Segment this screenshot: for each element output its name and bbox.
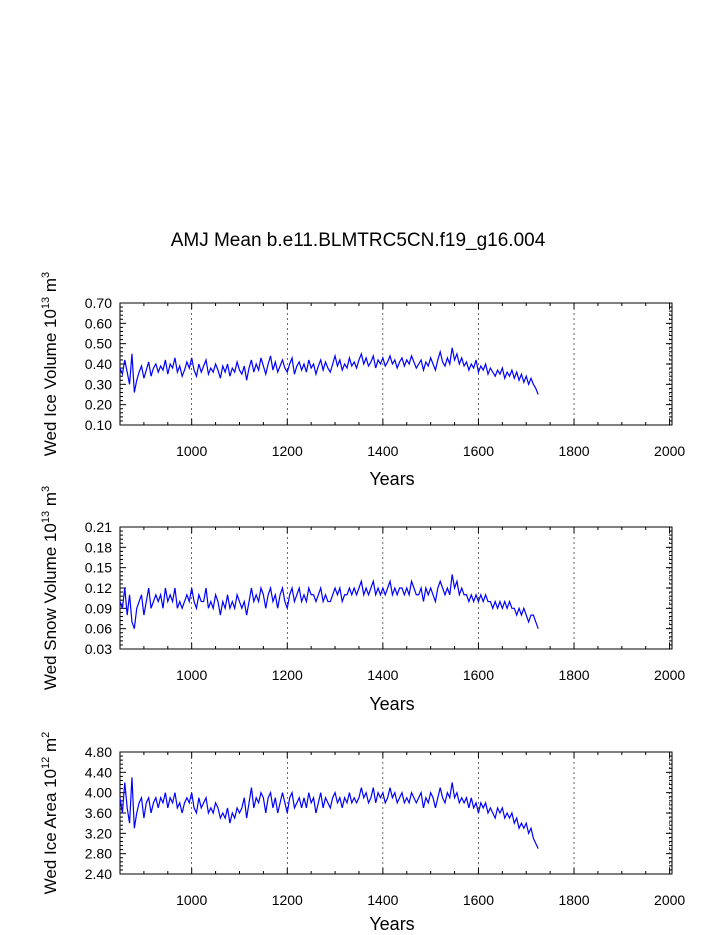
x-tick-label: 1000	[176, 667, 207, 683]
x-tick-label: 1400	[367, 443, 398, 459]
axis-ticks	[119, 526, 672, 650]
x-tick-label: 2000	[654, 892, 685, 908]
y-tick-label: 3.60	[85, 805, 112, 821]
y-axis-label-exponent: 13	[40, 511, 52, 523]
y-tick-label: 4.00	[85, 785, 112, 801]
x-tick-label: 1000	[176, 443, 207, 459]
y-tick-label: 4.80	[85, 744, 112, 760]
y-tick-label: 2.40	[85, 866, 112, 882]
y-axis-label-base: Wed Snow Volume 10	[41, 523, 60, 690]
y-tick-label: 0.12	[85, 580, 112, 596]
panel-ice-area: 2.40 2.80 3.20 3.60 4.00 4.40 4.80 1000 1200 140…	[40, 732, 685, 934]
y-tick-label: 0.18	[85, 539, 112, 555]
x-tick-label: 1400	[367, 892, 398, 908]
x-tick-label: 1600	[463, 892, 494, 908]
x-tick-labels: 1000 1200 1400 1600 1800 2000	[176, 443, 685, 459]
x-tick-label: 1200	[272, 892, 303, 908]
y-tick-label: 0.30	[85, 376, 112, 392]
y-tick-label: 0.40	[85, 356, 112, 372]
snow-volume-series-line	[119, 574, 539, 629]
y-tick-labels: 2.40 2.80 3.20 3.60 4.00 4.40 4.80	[85, 744, 112, 882]
x-tick-label: 1800	[558, 667, 589, 683]
grid-lines	[191, 752, 670, 874]
x-axis-label: Years	[369, 914, 414, 934]
x-tick-label: 1800	[558, 892, 589, 908]
x-tick-label: 2000	[654, 667, 685, 683]
plot-frame	[119, 751, 673, 875]
y-tick-label: 0.20	[85, 397, 112, 413]
y-tick-label: 3.20	[85, 825, 112, 841]
x-tick-label: 1800	[558, 443, 589, 459]
x-tick-labels: 1000 1200 1400 1600 1800 2000	[176, 667, 685, 683]
y-axis-label: Wed Ice Volume 1013 m3	[40, 272, 60, 456]
y-tick-labels: 0.10 0.20 0.30 0.40 0.50 0.60 0.70	[85, 295, 112, 433]
y-tick-label: 0.10	[85, 417, 112, 433]
y-axis-label: Wed Snow Volume 1013 m3	[40, 486, 60, 690]
y-tick-label: 0.03	[85, 641, 112, 657]
x-axis-label: Years	[369, 694, 414, 714]
x-tick-label: 1200	[272, 667, 303, 683]
y-axis-label-exponent: 13	[40, 297, 52, 309]
x-tick-label: 1000	[176, 892, 207, 908]
plot-frame	[119, 526, 673, 650]
y-axis-label-unit: m	[41, 738, 60, 757]
y-axis-label-unit-exponent: 3	[40, 272, 52, 278]
y-axis-label: Wed Ice Area 1012 m2	[40, 732, 60, 895]
y-tick-labels: 0.03 0.06 0.09 0.12 0.15 0.18 0.21	[85, 519, 112, 657]
y-tick-label: 0.15	[85, 560, 112, 576]
axis-ticks	[119, 751, 672, 875]
y-axis-label-exponent: 12	[40, 757, 52, 769]
chart-title: AMJ Mean b.e11.BLMTRC5CN.f19_g16.004	[171, 230, 546, 251]
panel-ice-volume: 0.10 0.20 0.30 0.40 0.50 0.60 0.70 1000 1200 140…	[40, 272, 685, 489]
y-tick-label: 4.40	[85, 764, 112, 780]
y-axis-label-unit-exponent: 2	[40, 732, 52, 738]
y-axis-label-base: Wed Ice Area 10	[41, 769, 60, 894]
y-tick-label: 0.60	[85, 315, 112, 331]
y-tick-label: 0.50	[85, 336, 112, 352]
panel-snow-volume: 0.03 0.06 0.09 0.12 0.15 0.18 0.21 1000 1200 140…	[40, 486, 685, 714]
y-tick-label: 0.21	[85, 519, 112, 535]
y-tick-label: 0.06	[85, 621, 112, 637]
x-tick-label: 1200	[272, 443, 303, 459]
x-tick-label: 2000	[654, 443, 685, 459]
ice-area-series-line	[119, 777, 539, 849]
x-tick-labels: 1000 1200 1400 1600 1800 2000	[176, 892, 685, 908]
y-axis-label-base: Wed Ice Volume 10	[41, 309, 60, 456]
y-tick-label: 0.70	[85, 295, 112, 311]
y-tick-label: 2.80	[85, 846, 112, 862]
y-axis-label-unit: m	[41, 278, 60, 297]
y-tick-label: 0.09	[85, 600, 112, 616]
y-axis-label-unit-exponent: 3	[40, 486, 52, 492]
ice-volume-series-line	[119, 347, 539, 395]
x-tick-label: 1400	[367, 667, 398, 683]
x-tick-label: 1600	[463, 443, 494, 459]
y-axis-label-unit: m	[41, 492, 60, 511]
x-tick-label: 1600	[463, 667, 494, 683]
x-axis-label: Years	[369, 469, 414, 489]
